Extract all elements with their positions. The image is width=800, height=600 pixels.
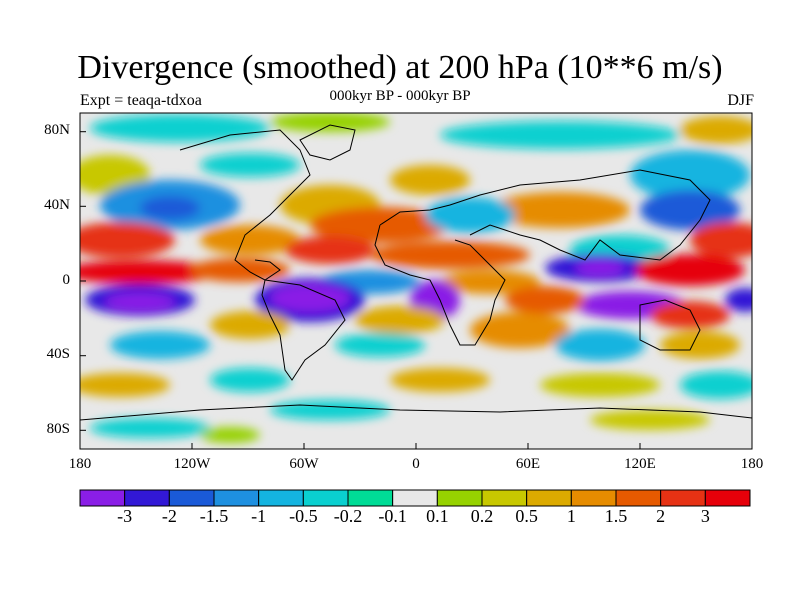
colorbar-label: 3: [700, 506, 710, 526]
colorbar-label: -0.1: [378, 506, 407, 526]
lon-label-180e: 180: [740, 456, 764, 472]
colorbar-label: 1: [566, 506, 576, 526]
colorbar-swatch: [436, 489, 483, 507]
chart-subtitle: 000kyr BP - 000kyr BP: [329, 88, 471, 104]
colorbar-swatch: [258, 489, 304, 507]
axis-ticks: [79, 131, 753, 449]
colorbar-swatch: [347, 489, 394, 507]
lon-label-60e: 60E: [515, 456, 541, 472]
divergence-field: [80, 113, 752, 449]
lat-label-80s: 80S: [46, 421, 70, 437]
colorbar-label: 0.1: [426, 506, 449, 526]
colorbar-label: -2: [161, 506, 177, 526]
lon-label-180w: 180: [68, 456, 92, 472]
lat-label-80n: 80N: [44, 122, 70, 138]
lon-label-60w: 60W: [289, 456, 319, 472]
colorbar-swatch: [392, 489, 438, 507]
colorbar-label: 0.2: [470, 506, 494, 526]
colorbar-label: -0.5: [289, 506, 318, 526]
colorbar-swatch: [660, 489, 706, 507]
lon-label-120w: 120W: [173, 456, 211, 472]
experiment-label: Expt = teaqa-tdxoa: [80, 92, 202, 109]
colorbar-swatch: [526, 489, 572, 507]
colorbar-label: -3: [117, 506, 133, 526]
colorbar-label: -1.5: [199, 506, 229, 526]
lat-label-40s: 40S: [46, 346, 70, 362]
colorbar-swatch: [213, 489, 260, 507]
colorbar-swatch: [124, 489, 170, 507]
season-label: DJF: [727, 92, 754, 109]
colorbar-label: -0.2: [333, 506, 363, 526]
colorbar-swatch: [570, 489, 617, 507]
colorbar-label: 0.5: [515, 506, 538, 526]
chart-title: Divergence (smoothed) at 200 hPa (10**6 …: [77, 49, 723, 86]
colorbar: [79, 489, 751, 507]
colorbar-swatch: [168, 489, 215, 507]
lon-label-120e: 120E: [624, 456, 656, 472]
colorbar-swatch: [481, 489, 528, 507]
colorbar-swatch: [615, 489, 662, 507]
colorbar-label: 1.5: [604, 506, 628, 526]
colorbar-label: -1: [251, 506, 267, 526]
colorbar-swatch: [704, 489, 751, 507]
colorbar-swatch: [79, 489, 126, 507]
lat-label-0: 0: [62, 272, 71, 288]
colorbar-swatch: [302, 489, 349, 507]
lon-label-0: 0: [412, 456, 420, 472]
lat-label-40n: 40N: [44, 197, 70, 213]
coastlines: [80, 124, 752, 421]
colorbar-label: 2: [656, 506, 666, 526]
